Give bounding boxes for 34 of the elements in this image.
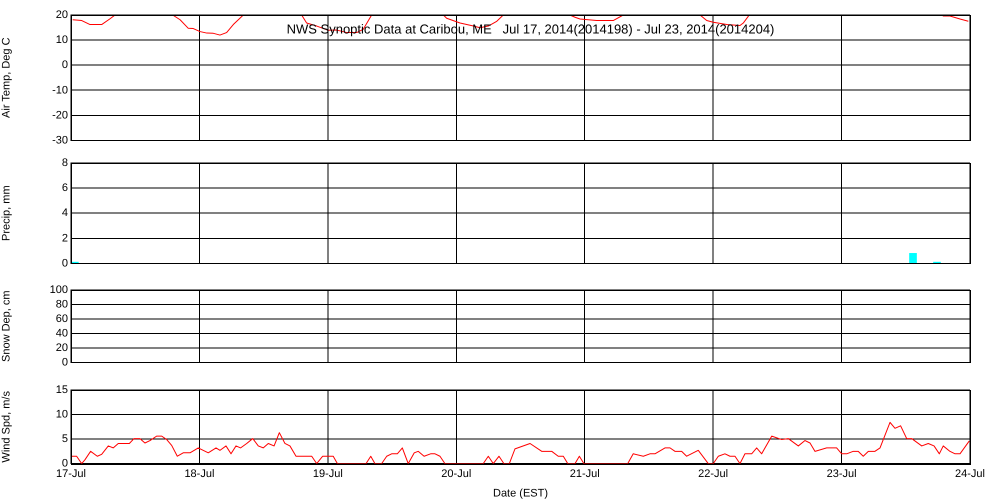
y-tick-label: 8 xyxy=(62,157,68,170)
x-axis-title: Date (EST) xyxy=(492,487,548,500)
y-tick-label: 60 xyxy=(56,312,68,325)
y-tick-label: -10 xyxy=(52,84,68,96)
y-tick-label: 0 xyxy=(62,59,68,72)
x-tick-label: 20-Jul xyxy=(441,468,472,480)
x-tick-label: 18-Jul xyxy=(184,468,214,480)
y-tick-label: 80 xyxy=(56,298,68,311)
y-tick-label: 10 xyxy=(56,408,68,421)
y-tick-label: 2 xyxy=(62,232,68,244)
y-tick-label: 6 xyxy=(62,182,68,194)
y-tick-label: 4 xyxy=(62,207,68,220)
x-tick-label: 23-Jul xyxy=(826,468,857,480)
y-tick-label: -30 xyxy=(52,134,68,146)
y-tick-label: 40 xyxy=(56,327,68,340)
x-tick-label: 17-Jul xyxy=(56,468,86,480)
x-tick-label: 22-Jul xyxy=(698,468,728,480)
y-tick-label: 5 xyxy=(62,433,68,446)
y-axis-title: Air Temp, Deg C xyxy=(0,37,13,118)
y-tick-label: 0 xyxy=(62,257,68,270)
y-tick-label: 10 xyxy=(56,34,68,46)
y-tick-label: -20 xyxy=(52,109,68,122)
y-axis-title: Precip, mm xyxy=(0,185,13,242)
y-tick-label: 20 xyxy=(56,342,68,354)
x-tick-label: 19-Jul xyxy=(312,468,343,480)
y-tick-label: 0 xyxy=(62,458,68,470)
y-tick-label: 100 xyxy=(50,284,68,296)
y-axis-title: Wind Spd, m/s xyxy=(0,390,13,463)
x-tick-label: 24-Jul xyxy=(955,468,985,480)
x-tick-label: 21-Jul xyxy=(570,468,600,480)
y-tick-label: 15 xyxy=(56,384,68,396)
y-tick-label: 20 xyxy=(56,9,68,22)
y-axis-title: Snow Dep, cm xyxy=(0,290,13,362)
y-tick-label: 0 xyxy=(62,356,68,368)
